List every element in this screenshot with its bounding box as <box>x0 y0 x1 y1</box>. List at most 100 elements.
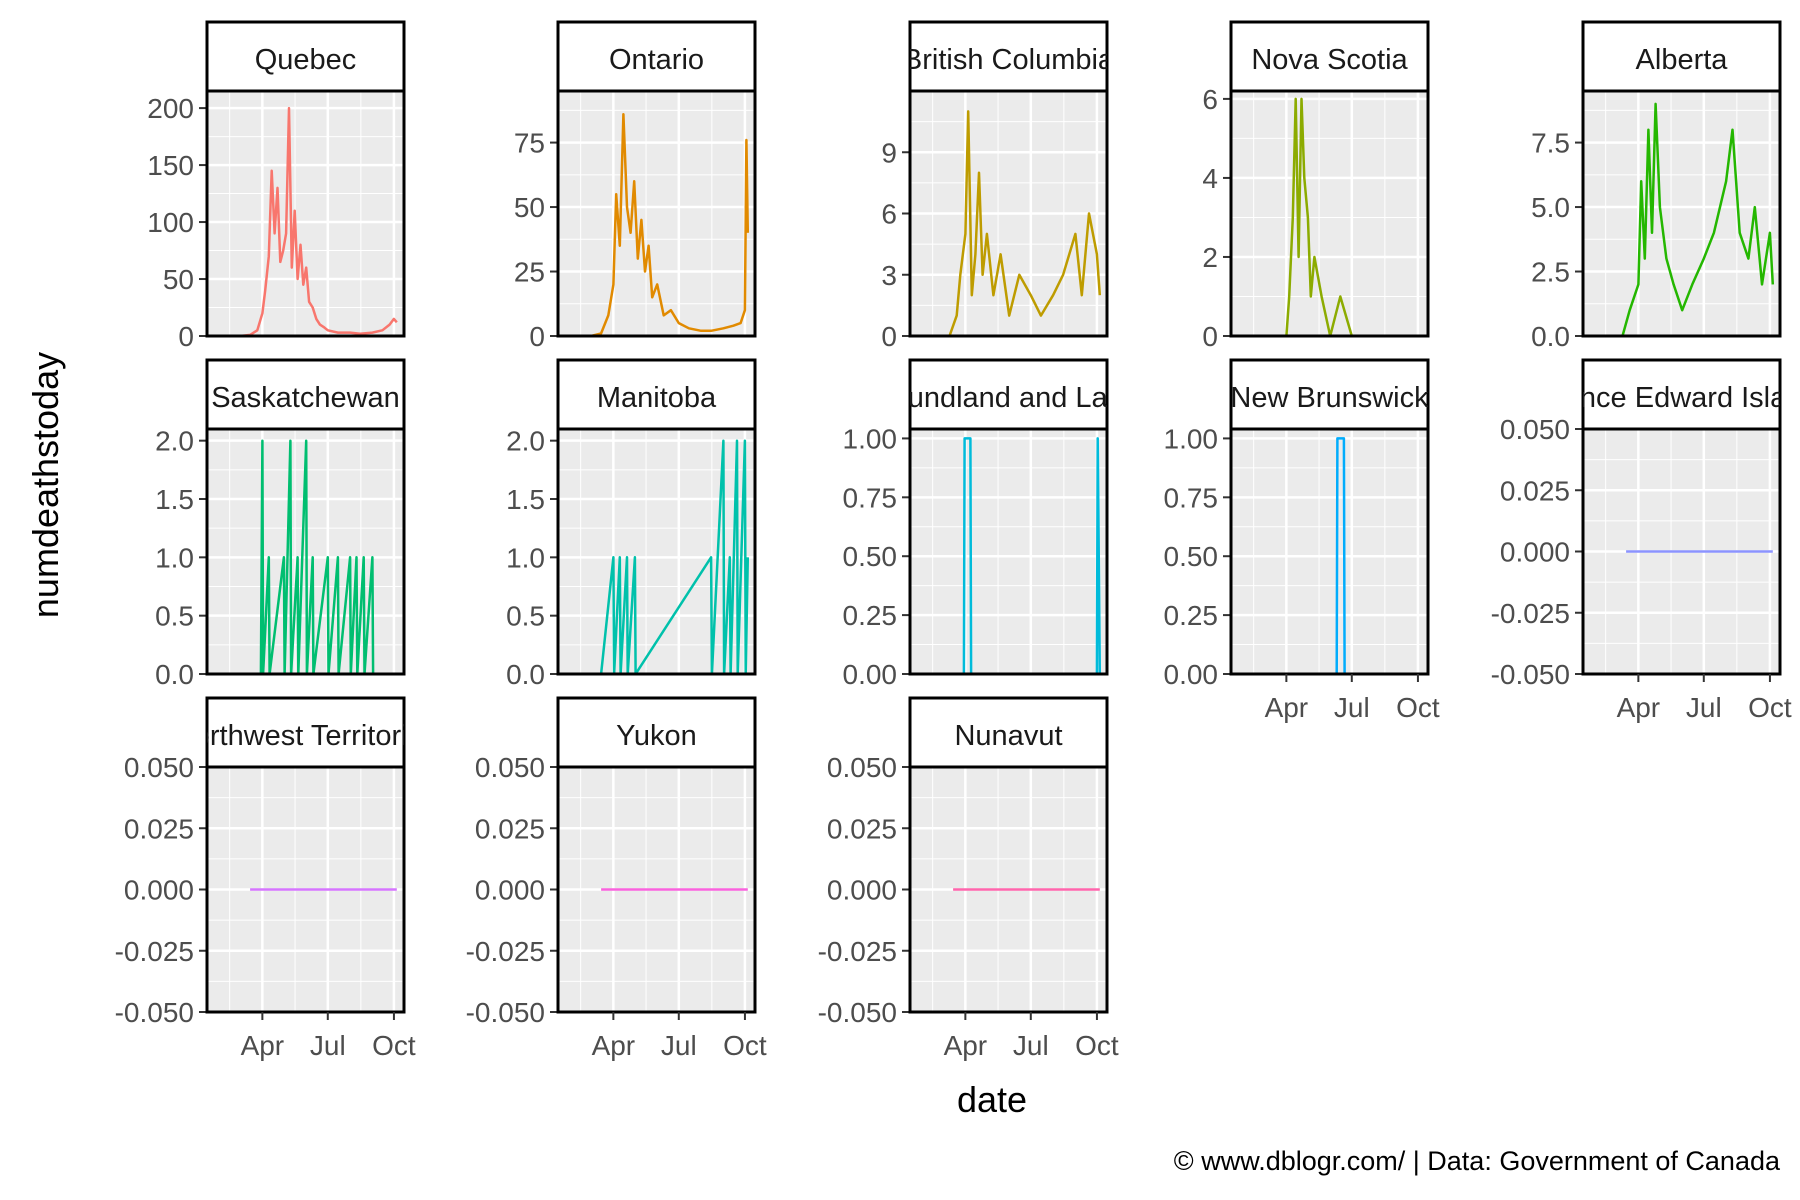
y-tick-label: 50 <box>514 192 545 223</box>
strip-label: Quebec <box>255 44 357 76</box>
series-line <box>250 439 397 674</box>
x-axis-label: date <box>957 1079 1027 1120</box>
y-tick-label: 0.050 <box>475 752 545 783</box>
y-tick-label: 1.0 <box>506 542 545 573</box>
strip-box <box>205 358 406 431</box>
series-line <box>1621 102 1775 336</box>
y-tick-label: 0.025 <box>827 813 897 844</box>
strip-label: Northwest Territories <box>173 720 438 752</box>
y-tick-label: 0.000 <box>827 875 897 906</box>
series-line <box>239 106 398 336</box>
strip-box <box>1229 358 1430 431</box>
series-line <box>590 112 750 336</box>
series-line <box>943 110 1102 336</box>
y-tick-label: -0.050 <box>466 997 545 1028</box>
strip-box <box>556 696 757 769</box>
strip-box <box>908 696 1109 769</box>
caption: © www.dblogr.com/ | Data: Government of … <box>1174 1146 1781 1176</box>
panel-background <box>1583 91 1780 336</box>
x-tick-label: Jul <box>310 1030 346 1061</box>
y-tick-label: 0.0 <box>155 659 194 690</box>
x-tick-label: Jul <box>1686 692 1722 723</box>
panel-newfoundland-and-labrador: 0.00 0.25 0.50 0.75 1.00 Newfoundland and Lab… <box>826 358 1192 690</box>
strip-box <box>205 696 406 769</box>
x-tick-label: Oct <box>372 1030 416 1061</box>
panel-ontario: 0 25 50 75 Ontario <box>514 20 757 352</box>
strip-label: Ontario <box>609 44 704 76</box>
y-tick-label: 2.0 <box>155 426 194 457</box>
y-tick-label: 0.000 <box>475 875 545 906</box>
strip-label: Saskatchewan <box>211 382 400 414</box>
y-tick-label: 7.5 <box>1531 128 1570 159</box>
strip-box <box>1229 20 1430 93</box>
y-tick-label: 100 <box>147 207 194 238</box>
y-tick-label: 0.050 <box>1500 414 1570 445</box>
x-tick-label: Oct <box>723 1030 767 1061</box>
strip-label: Nova Scotia <box>1251 44 1408 76</box>
x-tick-label: Apr <box>592 1030 636 1061</box>
y-tick-label: -0.025 <box>818 936 897 967</box>
panel-yukon: -0.050 -0.025 0.000 0.025 0.050 Yukon Apr Jul Oc… <box>466 696 767 1061</box>
y-tick-label: 4 <box>1202 163 1218 194</box>
x-tick-label: Jul <box>661 1030 697 1061</box>
strip-box <box>908 358 1109 431</box>
y-tick-label: 1.5 <box>155 484 194 515</box>
x-tick-label: Apr <box>1265 692 1309 723</box>
series-line <box>953 437 1102 674</box>
y-tick-label: 0 <box>881 321 897 352</box>
y-tick-label: 2 <box>1202 242 1218 273</box>
y-tick-label: 5.0 <box>1531 192 1570 223</box>
panel-new-brunswick: 0.00 0.25 0.50 0.75 1.00 New Brunswick Apr Jul O… <box>1164 358 1440 723</box>
panel-quebec: 0 50 100 150 200 Quebec <box>147 20 406 352</box>
strip-box <box>556 358 757 431</box>
y-tick-label: -0.050 <box>1491 659 1570 690</box>
y-tick-label: 0 <box>529 321 545 352</box>
y-tick-label: 200 <box>147 93 194 124</box>
y-tick-label: 75 <box>514 128 545 159</box>
strip-box <box>556 20 757 93</box>
facet-panels: 0 50 100 150 200 Quebec 0 25 50 75 Ontario 0 3 6 9 Brit… <box>115 20 1792 1061</box>
x-tick-label: Jul <box>1334 692 1370 723</box>
y-tick-label: 0.00 <box>1164 659 1219 690</box>
y-tick-label: 0.25 <box>1164 600 1219 631</box>
panel-manitoba: 0.0 0.5 1.0 1.5 2.0 Manitoba <box>506 358 757 690</box>
y-tick-label: -0.050 <box>115 997 194 1028</box>
panel-alberta: 0.0 2.5 5.0 7.5 Alberta <box>1531 20 1782 352</box>
strip-label: Alberta <box>1636 44 1729 76</box>
x-tick-label: Apr <box>1617 692 1661 723</box>
y-tick-label: 1.5 <box>506 484 545 515</box>
strip-box <box>1581 358 1782 431</box>
y-tick-label: 0.050 <box>124 752 194 783</box>
x-tick-label: Apr <box>241 1030 285 1061</box>
y-tick-label: 3 <box>881 260 897 291</box>
panel-background <box>1231 91 1428 336</box>
y-tick-label: 0.50 <box>843 541 898 572</box>
y-tick-label: 0.75 <box>843 482 898 513</box>
panel-background <box>1231 429 1428 674</box>
series-line <box>599 439 750 674</box>
strip-label: New Brunswick <box>1230 382 1429 414</box>
y-tick-label: 0.000 <box>1500 537 1570 568</box>
x-tick-label: Apr <box>944 1030 988 1061</box>
panel-nova-scotia: 0 2 4 6 Nova Scotia <box>1202 20 1430 352</box>
y-tick-label: 0.050 <box>827 752 897 783</box>
panel-background <box>558 91 755 336</box>
series-line <box>1274 97 1421 336</box>
y-tick-label: -0.050 <box>818 997 897 1028</box>
strip-label: Nunavut <box>954 720 1062 752</box>
y-tick-label: 2.0 <box>506 426 545 457</box>
y-tick-label: 1.00 <box>1164 423 1219 454</box>
y-tick-label: 1.00 <box>843 423 898 454</box>
y-tick-label: 0.5 <box>506 601 545 632</box>
strip-label: Newfoundland and Labrador <box>826 382 1192 414</box>
strip-box <box>908 20 1109 93</box>
x-tick-label: Jul <box>1013 1030 1049 1061</box>
y-tick-label: -0.025 <box>115 936 194 967</box>
strip-box <box>1581 20 1782 93</box>
y-tick-label: -0.025 <box>1491 598 1570 629</box>
y-tick-label: 0.000 <box>124 875 194 906</box>
y-tick-label: 0.75 <box>1164 482 1219 513</box>
